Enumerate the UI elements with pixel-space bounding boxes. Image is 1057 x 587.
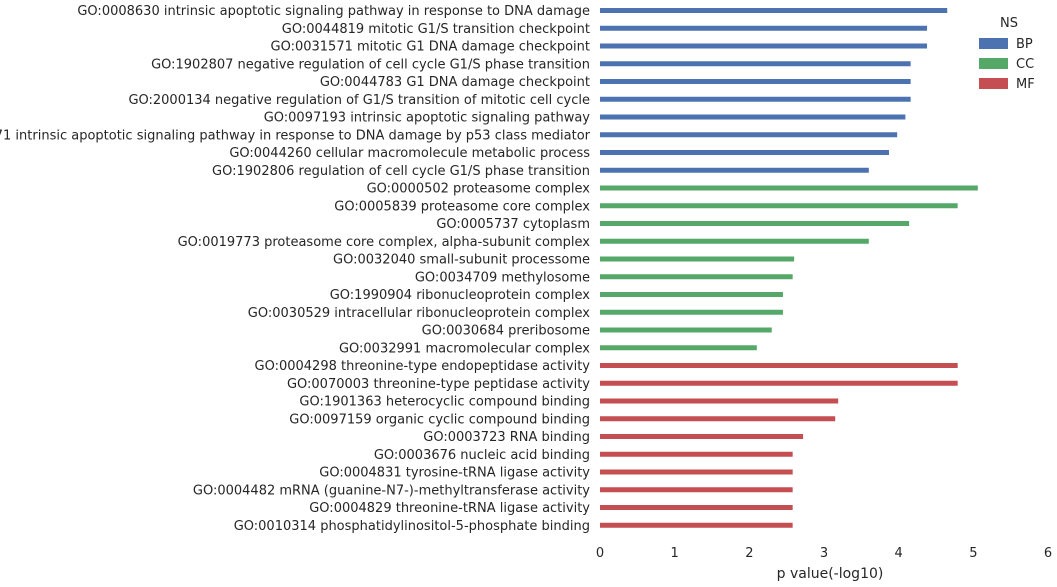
bar-bp [600, 61, 911, 67]
bar-cc [600, 345, 757, 351]
bar-mf [600, 522, 793, 528]
bar-cc [600, 256, 795, 262]
legend: NS BP CC MF [979, 16, 1035, 92]
category-label: GO:0031571 mitotic G1 DNA damage checkpo… [271, 40, 590, 55]
category-label: GO:0004298 threonine-type endopeptidase … [255, 359, 591, 374]
category-label: GO:0005737 cytoplasm [436, 217, 590, 232]
category-label: GO:0032040 small-subunit processome [333, 253, 590, 268]
category-label: GO:0070003 threonine-type peptidase acti… [287, 377, 590, 392]
bar-mf [600, 398, 839, 404]
bar-bp [600, 150, 889, 155]
legend-label-cc: CC [1016, 57, 1034, 72]
legend-label-bp: BP [1016, 37, 1033, 52]
category-label: GO:0097159 organic cyclic compound bindi… [289, 412, 590, 427]
bar-cc [600, 327, 772, 333]
bar-mf [600, 380, 958, 386]
category-label: GO:0030684 preribosome [422, 324, 590, 339]
bar-bp [600, 79, 911, 84]
category-label: GO:0003676 nucleic acid binding [374, 448, 590, 463]
category-label: GO:1902806 regulation of cell cycle G1/S… [212, 164, 590, 179]
bar-bp [600, 114, 906, 120]
bars-layer [600, 8, 978, 528]
category-label: GO:0044783 G1 DNA damage checkpoint [320, 75, 590, 90]
category-label: GO:0004482 mRNA (guanine-N7-)-methyltran… [193, 483, 590, 498]
bar-bp [600, 96, 911, 102]
category-label: GO:0044819 mitotic G1/S transition check… [282, 22, 590, 37]
bar-bp [600, 43, 928, 49]
category-label: GO:0004831 tyrosine-tRNA ligase activity [319, 466, 590, 481]
x-axis-ticks: 0 1 2 3 4 5 6 [596, 546, 1052, 561]
legend-swatch-mf [979, 78, 1008, 89]
category-label: GO:0008630 intrinsic apoptotic signaling… [77, 4, 590, 19]
bar-bp [600, 8, 948, 13]
x-tick-label: 2 [745, 546, 753, 561]
x-axis-title: p value(-log10) [777, 566, 884, 582]
bar-bp [600, 25, 928, 31]
bar-cc [600, 203, 958, 209]
x-tick-label: 1 [671, 546, 679, 561]
category-label: GO:0004829 threonine-tRNA ligase activit… [309, 501, 590, 516]
bar-mf [600, 416, 836, 422]
category-label: GO:0034709 methylosome [415, 270, 590, 285]
bar-mf [600, 434, 804, 439]
x-tick-label: 3 [820, 546, 828, 561]
bar-cc [600, 221, 910, 226]
category-label: GO:0032991 macromolecular complex [339, 341, 590, 356]
x-tick-label: 0 [596, 546, 604, 561]
category-label: GO:0097193 intrinsic apoptotic signaling… [264, 111, 591, 126]
bar-mf [600, 505, 793, 510]
bar-mf [600, 469, 793, 475]
bar-cc [600, 309, 783, 315]
bar-mf [600, 451, 793, 457]
bar-mf [600, 487, 793, 493]
bar-cc [600, 238, 869, 244]
bar-cc [600, 185, 978, 191]
category-label: GO:1990904 ribonucleoprotein complex [330, 288, 591, 303]
category-label: GO:1902807 negative regulation of cell c… [151, 57, 590, 72]
legend-swatch-cc [979, 58, 1008, 69]
category-label: GO:0010314 phosphatidylinositol-5-phosph… [234, 519, 590, 534]
category-labels: GO:0008630 intrinsic apoptotic signaling… [0, 4, 591, 534]
category-label: GO:0042771 intrinsic apoptotic signaling… [0, 128, 591, 143]
category-label: GO:0030529 intracellular ribonucleoprote… [248, 306, 591, 321]
category-label: GO:0000502 proteasome complex [367, 182, 591, 197]
category-label: GO:0003723 RNA binding [423, 430, 590, 445]
x-tick-label: 6 [1044, 546, 1052, 561]
category-label: GO:2000134 negative regulation of G1/S t… [128, 93, 590, 108]
legend-swatch-bp [979, 38, 1008, 49]
x-tick-label: 4 [895, 546, 903, 561]
legend-label-mf: MF [1016, 77, 1035, 92]
category-label: GO:0044260 cellular macromolecule metabo… [229, 146, 590, 161]
legend-title: NS [1000, 16, 1018, 31]
bar-cc [600, 292, 783, 297]
category-label: GO:1901363 heterocyclic compound binding [299, 395, 590, 410]
category-label: GO:0005839 proteasome core complex [334, 199, 590, 214]
bar-mf [600, 363, 958, 368]
x-tick-label: 5 [969, 546, 977, 561]
bar-bp [600, 132, 898, 138]
bar-bp [600, 167, 869, 173]
bar-cc [600, 274, 793, 280]
category-label: GO:0019773 proteasome core complex, alph… [178, 235, 591, 250]
